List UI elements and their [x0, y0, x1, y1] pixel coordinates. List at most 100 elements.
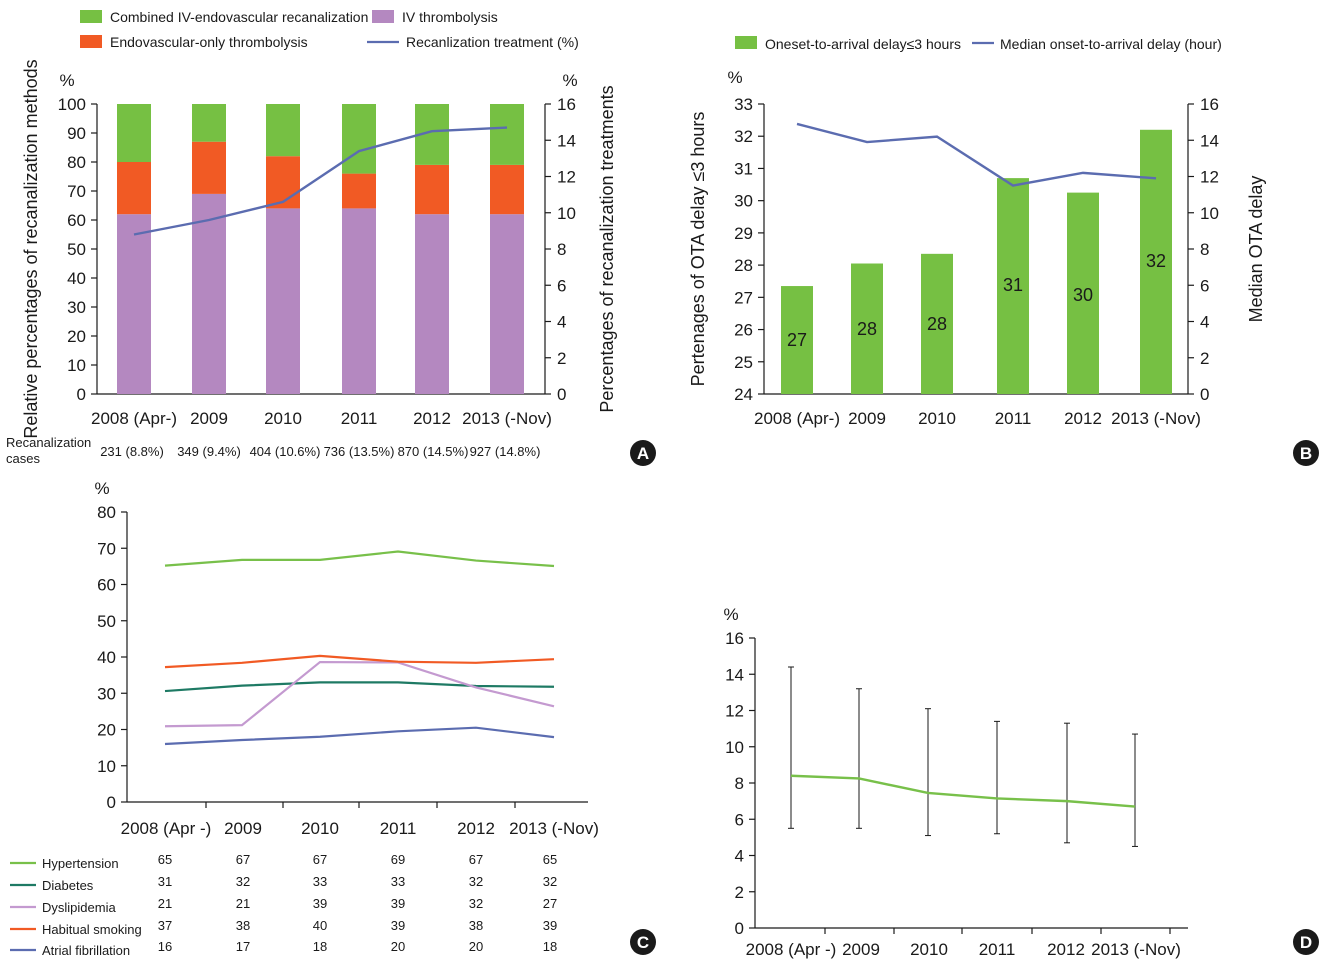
table-cell: 32 [469, 874, 483, 889]
y2-tick-label: 14 [1200, 131, 1219, 150]
table-cell: 20 [469, 939, 483, 954]
x-tick-label: 2009 [848, 409, 886, 428]
x-tick-label: 2011 [995, 409, 1032, 428]
y-axis-unit-left: % [727, 68, 742, 87]
panel-label-c-circle [630, 929, 656, 955]
y-tick-label: 6 [735, 810, 744, 829]
y2-tick-label: 2 [1200, 349, 1209, 368]
panel-label-c: C [637, 933, 649, 952]
y2-tick-label: 0 [1200, 385, 1209, 404]
y-axis-unit: % [94, 479, 109, 498]
data-label: 27 [787, 330, 807, 350]
x-tick-label: 2008 (Apr -) [121, 819, 212, 838]
y-tick-label: 26 [734, 321, 753, 340]
y-tick-label: 10 [97, 757, 116, 776]
y-tick-label: 30 [97, 684, 116, 703]
x-tick-label: 2010 [910, 940, 948, 959]
panel-a-chart: Combined IV-endovascular recanalization I… [6, 9, 656, 466]
bar [781, 286, 813, 394]
panel-label-a-circle [630, 440, 656, 466]
bar-segment [117, 104, 151, 162]
y-tick-label: 80 [67, 153, 86, 172]
y-axis-unit-left: % [59, 71, 74, 90]
x-tick-label: 2013 (-Nov) [1091, 940, 1181, 959]
y2-tick-label: 16 [557, 95, 576, 114]
table-cell: 38 [469, 918, 483, 933]
bar-segment [490, 164, 524, 215]
bar-segment [415, 164, 449, 215]
data-label: 32 [1146, 251, 1166, 271]
y-tick-label: 14 [725, 665, 744, 684]
y-tick-label: 100 [58, 95, 86, 114]
legend-label: Recanlization treatment (%) [406, 34, 579, 50]
x-tick-label: 2013 (-Nov) [462, 409, 552, 428]
y-tick-label: 24 [734, 385, 753, 404]
y-axis-unit: % [723, 605, 738, 624]
y-tick-label: 10 [67, 356, 86, 375]
table-cell: 21 [236, 896, 250, 911]
y-tick-label: 32 [734, 127, 753, 146]
bar-segment [415, 214, 449, 394]
y-tick-label: 20 [67, 327, 86, 346]
y2-tick-label: 12 [1200, 168, 1219, 187]
bar-segment [192, 141, 226, 194]
table-cell: 65 [543, 852, 557, 867]
y-tick-label: 20 [97, 721, 116, 740]
table-cell: 31 [158, 874, 172, 889]
legend-label: Endovascular-only thrombolysis [110, 34, 308, 50]
y-tick-label: 90 [67, 124, 86, 143]
y-tick-label: 2 [735, 883, 744, 902]
y-axis-unit-right: % [562, 71, 577, 90]
footer-value: 736 (13.5%) [324, 444, 395, 459]
x-tick-label: 2008 (Apr-) [91, 409, 177, 428]
footer-value: 349 (9.4%) [177, 444, 241, 459]
data-label: 31 [1003, 275, 1023, 295]
panel-label-b: B [1300, 444, 1312, 463]
y2-tick-label: 10 [557, 204, 576, 223]
bar-segment [490, 104, 524, 165]
bar-segment [117, 214, 151, 394]
y-tick-label: 50 [97, 612, 116, 631]
legend-label: Median onset-to-arrival delay (hour) [1000, 36, 1222, 52]
y-tick-label: 28 [734, 256, 753, 275]
y2-tick-label: 0 [557, 385, 566, 404]
bar-segment [490, 214, 524, 394]
y-tick-label: 27 [734, 288, 753, 307]
x-tick-label: 2008 (Apr -) [746, 940, 837, 959]
legend-swatch [735, 36, 757, 49]
line-series [164, 550, 555, 568]
table-cell: 37 [158, 918, 172, 933]
table-cell: 17 [236, 939, 250, 954]
table-cell: 39 [391, 918, 405, 933]
line-series [164, 654, 555, 669]
y-tick-label: 30 [67, 298, 86, 317]
x-tick-label: 2012 [457, 819, 495, 838]
table-cell: 18 [313, 939, 327, 954]
y2-tick-label: 6 [557, 276, 566, 295]
y2-axis-title: Median OTA delay [1246, 176, 1266, 323]
y-tick-label: 25 [734, 353, 753, 372]
x-tick-label: 2011 [341, 409, 378, 428]
panel-b-chart: Oneset-to-arrival delay≤3 hours Median on… [688, 36, 1319, 466]
y2-tick-label: 12 [557, 168, 576, 187]
footer-label: Recanalization [6, 435, 91, 450]
y-tick-label: 4 [735, 847, 744, 866]
panel-label-b-circle [1293, 440, 1319, 466]
y2-axis-title: Percentages of recanalization treatments [597, 85, 617, 412]
y2-tick-label: 4 [557, 313, 566, 332]
x-tick-label: 2009 [224, 819, 262, 838]
footer-value: 927 (14.8%) [470, 444, 541, 459]
y-tick-label: 16 [725, 629, 744, 648]
y-tick-label: 12 [725, 702, 744, 721]
x-tick-label: 2009 [842, 940, 880, 959]
table-cell: 67 [469, 852, 483, 867]
bar-segment [342, 104, 376, 174]
panel-d-chart: % 0 2 4 6 8 10 12 14 16 2008 (Apr -) 2009 2010 2011 20… [723, 605, 1319, 959]
table-cell: 21 [158, 896, 172, 911]
table-cell: 32 [236, 874, 250, 889]
table-row-label: Dyslipidemia [42, 900, 116, 915]
bar [921, 253, 953, 394]
bar-segment [342, 173, 376, 209]
bar-segment [192, 193, 226, 394]
x-tick-label: 2009 [190, 409, 228, 428]
